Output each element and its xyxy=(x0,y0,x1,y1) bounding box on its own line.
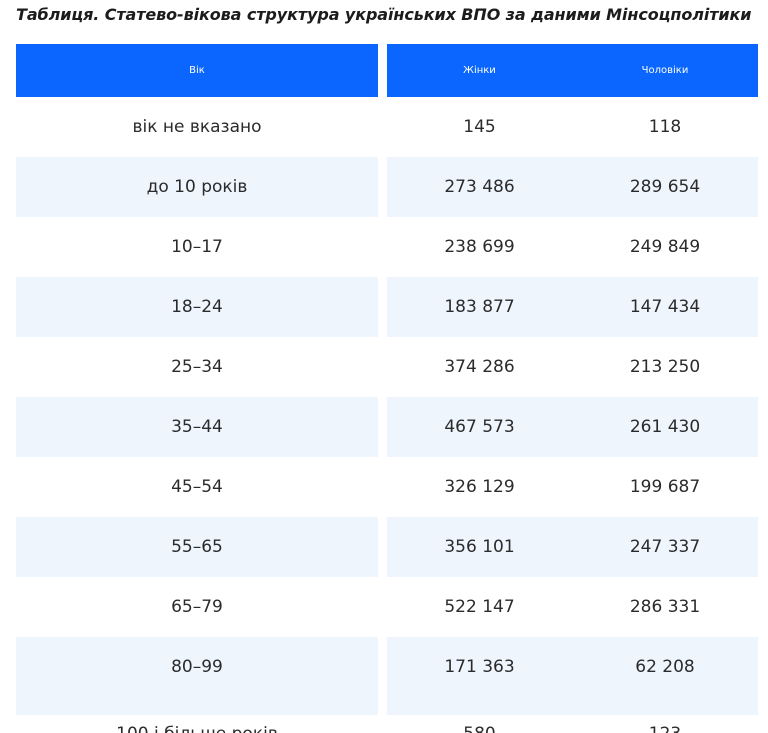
cell-women: 356 101 xyxy=(387,517,572,577)
header-women: Жінки xyxy=(387,44,572,97)
cell-women: 273 486 xyxy=(387,157,572,217)
cell-men: 249 849 xyxy=(629,237,701,257)
cell-men: 123 xyxy=(572,697,758,733)
table-title: Таблиця. Статево-вікова структура україн… xyxy=(16,5,752,24)
cell-age: 18–24 xyxy=(16,277,378,337)
cell-age: 25–34 xyxy=(171,357,223,377)
cell-age: 45–54 xyxy=(171,477,223,497)
cell-men: 286 331 xyxy=(629,597,701,617)
cell-women: 467 573 xyxy=(387,397,572,457)
table-row: вік не вказано 145 118 xyxy=(16,97,758,157)
table-row: 45–54 326 129 199 687 xyxy=(16,457,758,517)
cell-women: 522 147 xyxy=(444,597,515,617)
cell-women: 171 363 xyxy=(387,637,572,697)
cell-women: 238 699 xyxy=(444,237,515,257)
table-row: 25–34 374 286 213 250 xyxy=(16,337,758,397)
cell-men: 247 337 xyxy=(572,517,758,577)
cell-men: 261 430 xyxy=(572,397,758,457)
header-men: Чоловіки xyxy=(572,44,758,97)
cell-age: до 10 років xyxy=(16,157,378,217)
cell-age: 100 і більше років xyxy=(16,697,378,733)
cell-women: 183 877 xyxy=(387,277,572,337)
table-row: 100 і більше років 580 123 xyxy=(16,697,758,733)
cell-women: 326 129 xyxy=(444,477,515,497)
cell-age: вік не вказано xyxy=(132,117,262,137)
cell-men: 147 434 xyxy=(572,277,758,337)
cell-age: 35–44 xyxy=(16,397,378,457)
table-row: 65–79 522 147 286 331 xyxy=(16,577,758,637)
data-table: Вік Жінки Чоловіки вік не вказано 145 11… xyxy=(16,44,758,733)
cell-women: 374 286 xyxy=(444,357,515,377)
table-row: 35–44 467 573 261 430 xyxy=(16,397,758,457)
header-age: Вік xyxy=(16,44,378,97)
cell-women: 580 xyxy=(387,697,572,733)
cell-men: 199 687 xyxy=(629,477,701,497)
cell-age: 65–79 xyxy=(171,597,223,617)
cell-men: 62 208 xyxy=(572,637,758,697)
table-row: до 10 років 273 486 289 654 xyxy=(16,157,758,217)
cell-men: 118 xyxy=(648,117,682,137)
table-header-row: Вік Жінки Чоловіки xyxy=(16,44,758,97)
cell-men: 289 654 xyxy=(572,157,758,217)
cell-men: 213 250 xyxy=(629,357,701,377)
table-row: 80–99 171 363 62 208 xyxy=(16,637,758,697)
row-separator-strip xyxy=(16,697,758,715)
cell-age: 55–65 xyxy=(16,517,378,577)
table-row: 10–17 238 699 249 849 xyxy=(16,217,758,277)
table-row: 18–24 183 877 147 434 xyxy=(16,277,758,337)
cell-age: 10–17 xyxy=(171,237,223,257)
cell-women: 145 xyxy=(463,117,496,137)
table-row: 55–65 356 101 247 337 xyxy=(16,517,758,577)
cell-age: 80–99 xyxy=(16,637,378,697)
